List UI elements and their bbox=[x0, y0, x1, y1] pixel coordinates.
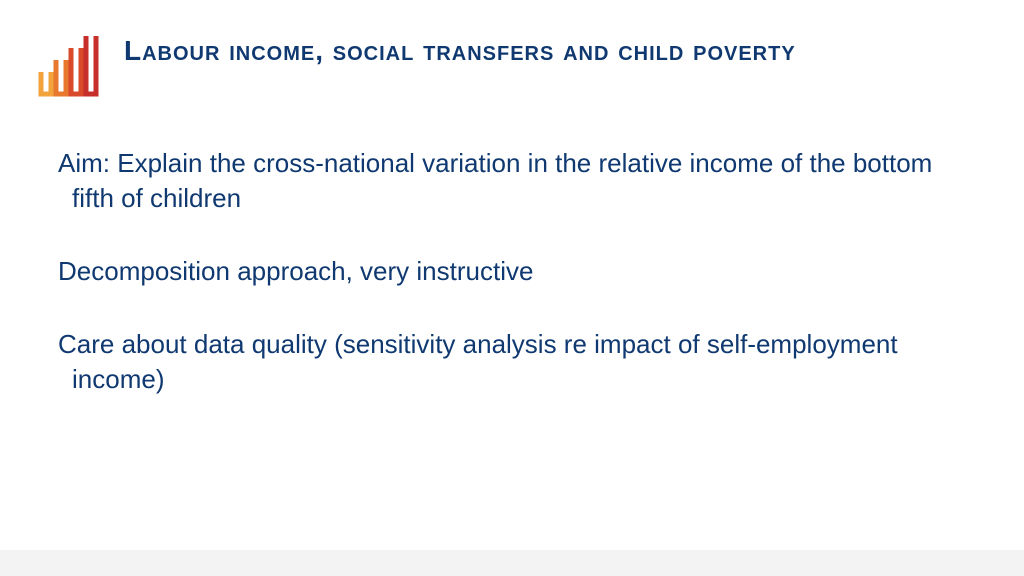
slide-body: Aim: Explain the cross-national variatio… bbox=[0, 98, 1024, 397]
body-paragraph: Aim: Explain the cross-national variatio… bbox=[58, 146, 966, 216]
footer-band bbox=[0, 550, 1024, 576]
slide-header: Labour income, social transfers and chil… bbox=[0, 0, 1024, 98]
body-paragraph: Care about data quality (sensitivity ana… bbox=[58, 327, 966, 397]
bar-logo-icon bbox=[38, 28, 104, 98]
slide-title: Labour income, social transfers and chil… bbox=[124, 28, 796, 70]
body-paragraph: Decomposition approach, very instructive bbox=[58, 254, 966, 289]
